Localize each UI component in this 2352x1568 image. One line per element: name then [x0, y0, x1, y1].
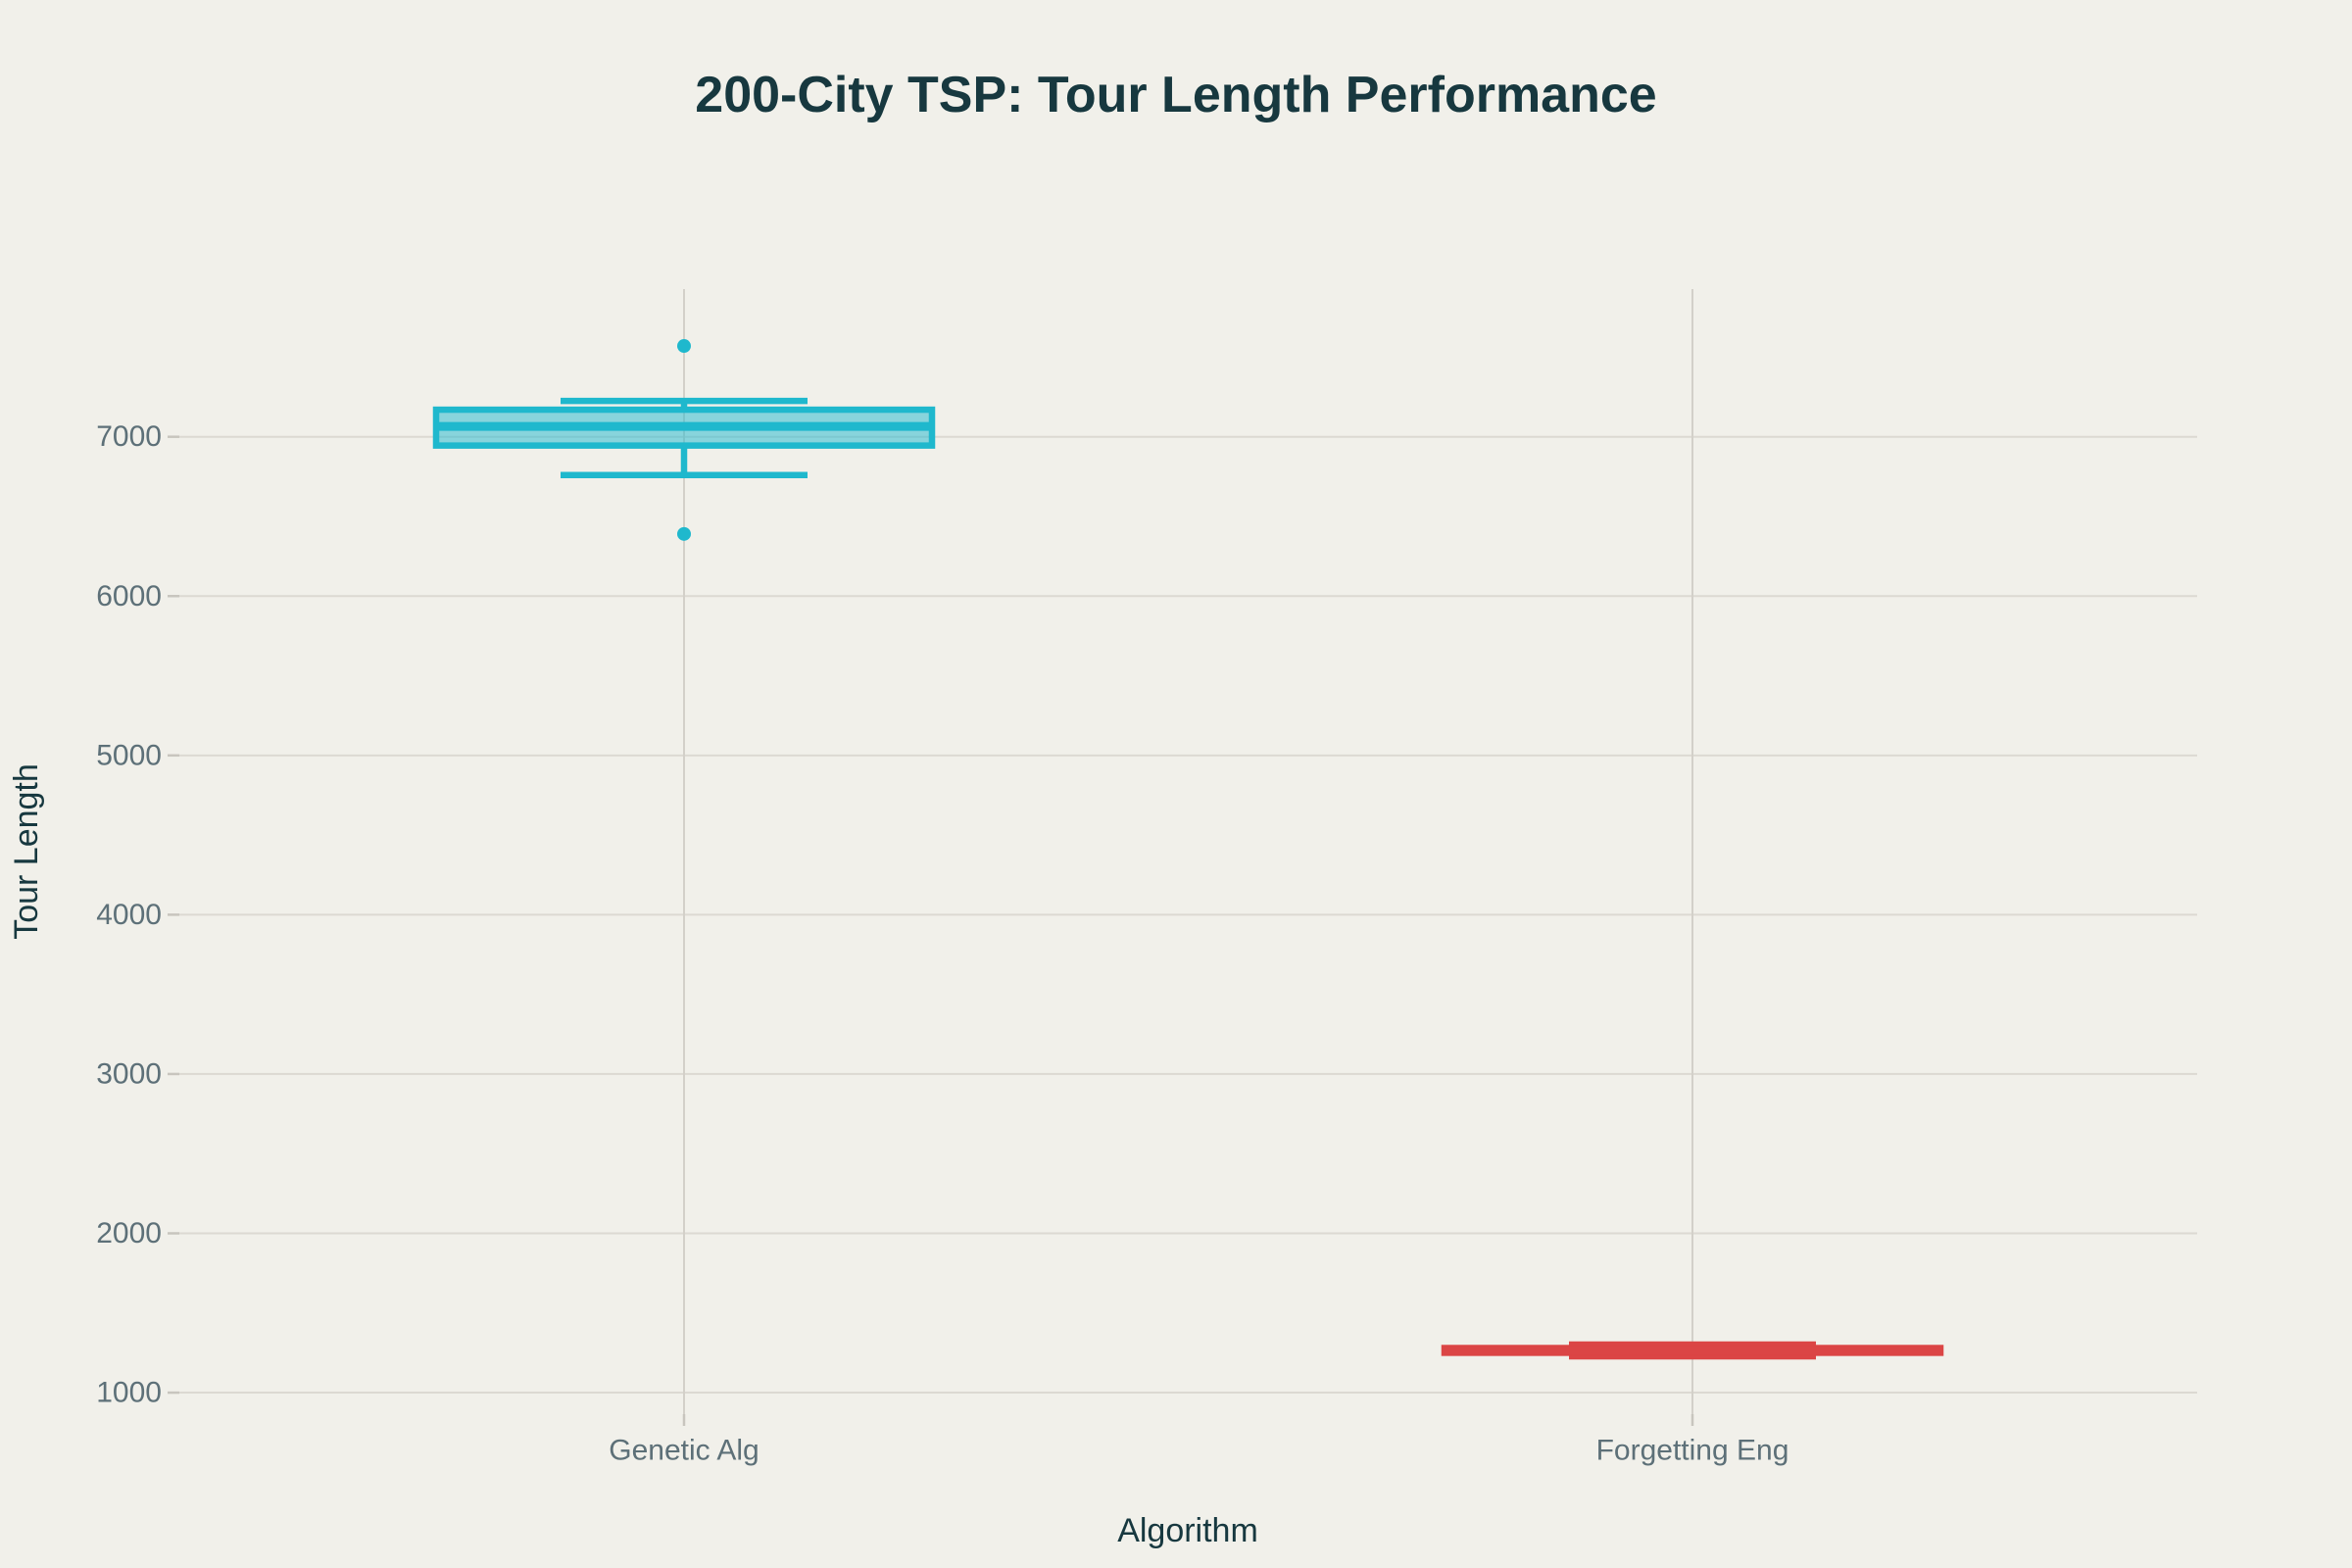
- tick-labels-layer: 1000 2000 3000 4000 5000 6000 7000 Genetic Alg F…: [96, 420, 1788, 1466]
- outlier-point[interactable]: [677, 526, 691, 541]
- y-tick-label: 1000: [96, 1377, 162, 1409]
- y-tick-label: 6000: [96, 580, 162, 612]
- ticks-layer: [168, 435, 1694, 1426]
- box-trace-forgetting-eng[interactable]: [1441, 1341, 1944, 1360]
- y-axis-title: Tour Length: [8, 763, 45, 940]
- chart-title: 200-City TSP: Tour Length Performance: [695, 67, 1656, 123]
- box-trace-genetic-alg[interactable]: [432, 339, 936, 541]
- y-tick-label: 3000: [96, 1057, 162, 1090]
- y-tick-label: 7000: [96, 420, 162, 453]
- data-layer: [432, 339, 1944, 1360]
- outlier-point[interactable]: [677, 339, 691, 354]
- y-tick-label: 5000: [96, 739, 162, 771]
- y-tick-label: 2000: [96, 1217, 162, 1250]
- x-category-label: Genetic Alg: [609, 1435, 759, 1467]
- x-axis-title: Algorithm: [1117, 1512, 1258, 1549]
- x-category-label: Forgetting Eng: [1596, 1435, 1789, 1467]
- y-tick-label: 4000: [96, 899, 162, 931]
- gridlines-layer: [179, 289, 2197, 1414]
